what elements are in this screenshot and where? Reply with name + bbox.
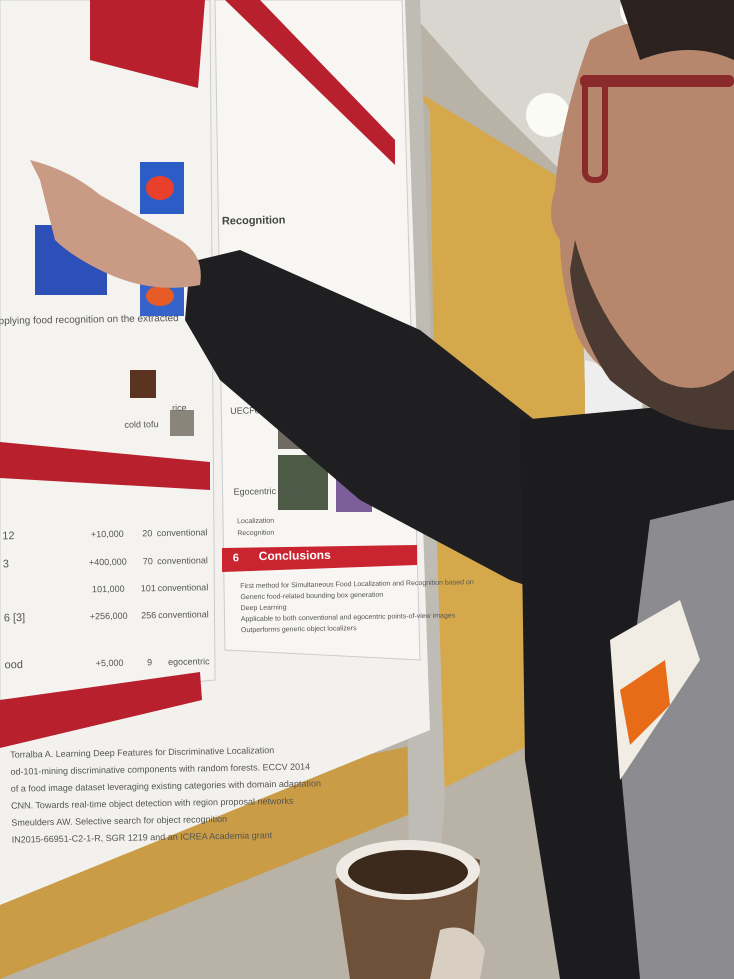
reference: IN2015-66951-C2-1-R, SGR 1219 and an ICR… (12, 830, 273, 845)
table-cell: ood (4, 659, 23, 671)
table-cell: conventional (158, 582, 209, 593)
red-bar (225, 0, 395, 165)
table-cell: +10,000 (91, 529, 124, 540)
caption: pplying food recognition on the extracte… (0, 313, 179, 327)
heading: Recognition (222, 214, 286, 227)
glasses (580, 75, 734, 87)
ceiling-light (526, 93, 570, 137)
coffee (348, 850, 468, 894)
hand-holding-cup (430, 927, 485, 979)
red-bar (90, 0, 205, 88)
label: Egocentric Food (234, 486, 300, 497)
glasses (582, 77, 608, 183)
label: cold tofu (124, 419, 158, 430)
table-cell: 256 (141, 610, 156, 620)
heatmap (146, 176, 174, 200)
section-heading: Conclusions (259, 548, 332, 563)
label: Localization (237, 518, 274, 526)
label: Recognition (237, 530, 274, 538)
hand (30, 160, 201, 288)
table-cell: 70 (143, 556, 153, 566)
table-cell: 9 (147, 657, 152, 667)
label: rice (172, 403, 187, 413)
reference: Torralba A. Learning Deep Features for D… (10, 745, 274, 760)
table-cell: egocentric (168, 656, 210, 667)
table-cell: +5,000 (96, 658, 124, 668)
red-bar (0, 442, 210, 490)
table-cell: 101 (141, 583, 156, 593)
table-cell: conventional (158, 609, 209, 620)
poster-panel (0, 0, 216, 701)
table-cell: conventional (157, 527, 208, 538)
table-cell: 20 (142, 528, 152, 538)
hair (620, 0, 734, 60)
photo-thumb (130, 370, 156, 398)
table-cell: +256,000 (90, 611, 128, 622)
beard (570, 240, 734, 430)
table-cell: 101,000 (92, 584, 125, 595)
conclusion: Applicable to both conventional and egoc… (241, 612, 456, 623)
table-cell: 12 (2, 530, 14, 542)
photo-thumb (170, 410, 194, 436)
reference: CNN. Towards real-time object detection … (11, 796, 294, 811)
table-cell: 3 (3, 558, 9, 570)
conclusion: First method for Simultaneous Food Local… (240, 579, 474, 590)
conclusion: Generic food-related bounding box genera… (240, 592, 383, 601)
red-bar (0, 672, 202, 748)
section-number: 6 (233, 552, 239, 564)
table-cell: conventional (157, 555, 208, 566)
table-cell: 6 [3] (4, 612, 26, 624)
table-cell: +400,000 (89, 557, 127, 568)
conclusion: Outperforms generic object localizers (241, 625, 357, 634)
lanyard-logo (620, 660, 670, 745)
heatmap (146, 286, 174, 306)
red-bar (222, 545, 417, 572)
conclusion: Deep Learning (241, 604, 287, 612)
reference: Smeulders AW. Selective search for objec… (11, 814, 227, 828)
cork-board (0, 740, 445, 979)
